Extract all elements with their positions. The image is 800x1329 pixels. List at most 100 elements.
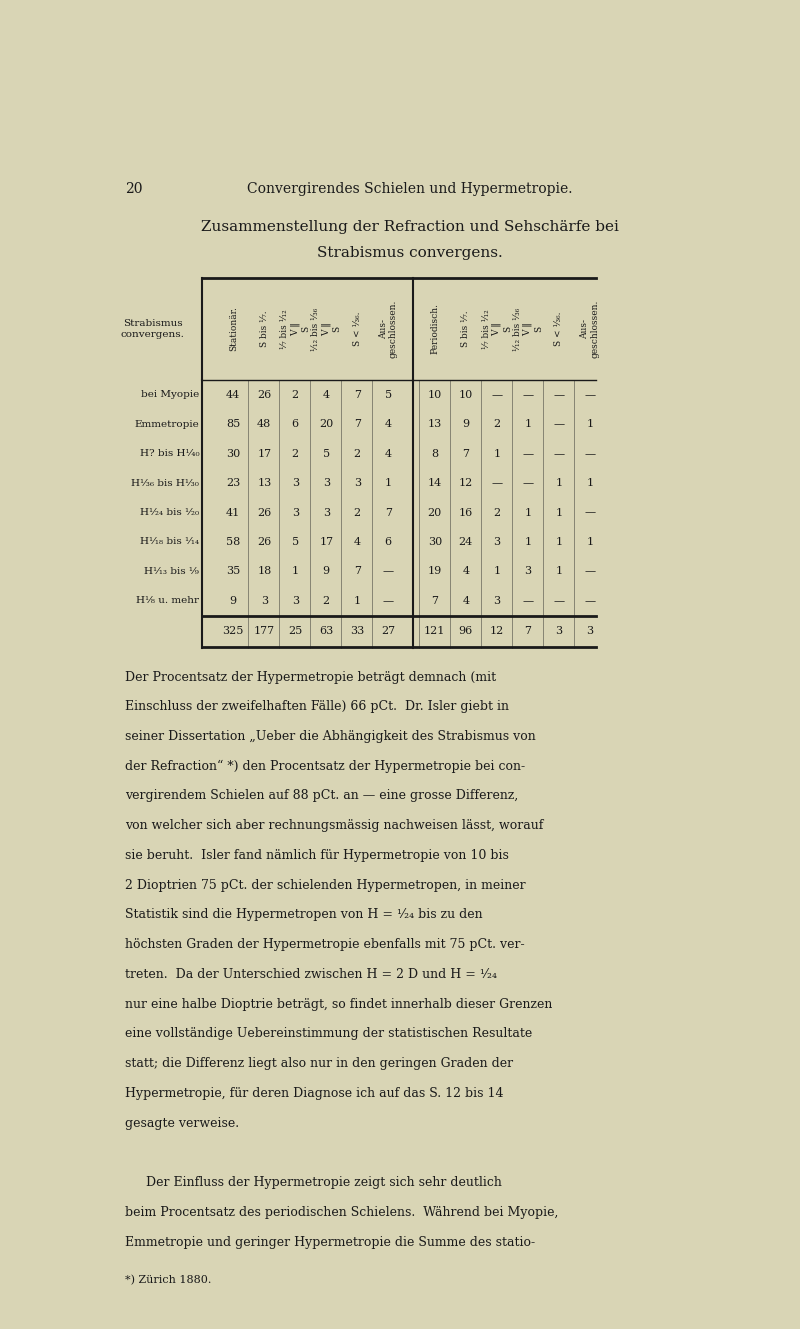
Text: 63: 63 <box>319 626 334 637</box>
Text: ¹⁄₁₂ bis ¹⁄₃₆
V ‖
S: ¹⁄₁₂ bis ¹⁄₃₆ V ‖ S <box>513 307 543 351</box>
Text: H¹⁄₁₈ bis ¹⁄₁₄: H¹⁄₁₈ bis ¹⁄₁₄ <box>140 537 199 546</box>
Text: 1: 1 <box>524 419 531 429</box>
Text: —: — <box>522 449 534 459</box>
Text: bei Myopie: bei Myopie <box>141 391 199 399</box>
Text: ¹⁄₇ bis ¹⁄₁₂
V ‖
S: ¹⁄₇ bis ¹⁄₁₂ V ‖ S <box>482 310 512 348</box>
Text: 1: 1 <box>385 478 392 488</box>
Text: 96: 96 <box>458 626 473 637</box>
Text: 5: 5 <box>322 449 330 459</box>
Text: 7: 7 <box>462 449 470 459</box>
Text: 26: 26 <box>257 537 271 548</box>
Text: der Refraction“ *) den Procentsatz der Hypermetropie bei con-: der Refraction“ *) den Procentsatz der H… <box>125 760 525 773</box>
Text: —: — <box>554 449 564 459</box>
Text: 1: 1 <box>524 537 531 548</box>
Text: 26: 26 <box>257 508 271 517</box>
Text: Convergirendes Schielen und Hypermetropie.: Convergirendes Schielen und Hypermetropi… <box>247 182 573 195</box>
Text: 3: 3 <box>354 478 361 488</box>
Text: S < ¹⁄₃₆.: S < ¹⁄₃₆. <box>554 312 563 347</box>
Text: 13: 13 <box>257 478 271 488</box>
Text: 4: 4 <box>462 566 470 577</box>
Text: Stationär.: Stationär. <box>229 307 238 351</box>
Text: —: — <box>522 595 534 606</box>
Text: 23: 23 <box>226 478 241 488</box>
Text: Einschluss der zweifelhaften Fälle) 66 pCt.  Dr. Isler giebt in: Einschluss der zweifelhaften Fälle) 66 p… <box>125 700 509 714</box>
Text: Statistik sind die Hypermetropen von H = ¹⁄₂₄ bis zu den: Statistik sind die Hypermetropen von H =… <box>125 909 482 921</box>
Text: 4: 4 <box>354 537 361 548</box>
Text: —: — <box>382 566 394 577</box>
Text: 10: 10 <box>458 389 473 400</box>
Text: H? bis H¹⁄₄₀: H? bis H¹⁄₄₀ <box>139 449 199 459</box>
Text: 58: 58 <box>226 537 241 548</box>
Text: 10: 10 <box>428 389 442 400</box>
Text: 2: 2 <box>292 389 299 400</box>
Text: 18: 18 <box>257 566 271 577</box>
Text: 6: 6 <box>292 419 299 429</box>
Text: Der Procentsatz der Hypermetropie beträgt demnach (mit: Der Procentsatz der Hypermetropie beträg… <box>125 671 496 683</box>
Text: 2: 2 <box>494 419 500 429</box>
Text: ¹⁄₁₂ bis ¹⁄₃₆
V ‖
S: ¹⁄₁₂ bis ¹⁄₃₆ V ‖ S <box>311 307 342 351</box>
Text: treten.  Da der Unterschied zwischen H = 2 D und H = ¹⁄₂₄: treten. Da der Unterschied zwischen H = … <box>125 968 497 981</box>
Text: —: — <box>554 595 564 606</box>
Text: 7: 7 <box>354 419 361 429</box>
Text: ¹⁄₇ bis ¹⁄₁₂
V ‖
S: ¹⁄₇ bis ¹⁄₁₂ V ‖ S <box>280 310 310 348</box>
Text: 2 Dioptrien 75 pCt. der schielenden Hypermetropen, in meiner: 2 Dioptrien 75 pCt. der schielenden Hype… <box>125 878 526 892</box>
Text: 3: 3 <box>322 508 330 517</box>
Text: 2: 2 <box>494 508 500 517</box>
Text: Zusammenstellung der Refraction und Sehschärfe bei: Zusammenstellung der Refraction und Sehs… <box>201 221 619 234</box>
Text: 24: 24 <box>458 537 473 548</box>
Text: 7: 7 <box>354 389 361 400</box>
Text: *) Zürich 1880.: *) Zürich 1880. <box>125 1275 211 1285</box>
Text: 17: 17 <box>258 449 271 459</box>
Text: Der Einfluss der Hypermetropie zeigt sich sehr deutlich: Der Einfluss der Hypermetropie zeigt sic… <box>146 1176 502 1189</box>
Text: 1: 1 <box>555 566 562 577</box>
Text: 27: 27 <box>382 626 395 637</box>
Text: 48: 48 <box>257 419 271 429</box>
Text: 4: 4 <box>322 389 330 400</box>
Text: —: — <box>584 595 595 606</box>
Text: 121: 121 <box>424 626 446 637</box>
Text: beim Procentsatz des periodischen Schielens.  Während bei Myopie,: beim Procentsatz des periodischen Schiel… <box>125 1205 558 1219</box>
Text: Strabismus convergens.: Strabismus convergens. <box>317 246 503 260</box>
Text: 3: 3 <box>322 478 330 488</box>
Text: S bis ¹⁄₇.: S bis ¹⁄₇. <box>260 311 269 347</box>
Text: nur eine halbe Dioptrie beträgt, so findet innerhalb dieser Grenzen: nur eine halbe Dioptrie beträgt, so find… <box>125 998 552 1010</box>
Text: 1: 1 <box>555 478 562 488</box>
Text: —: — <box>584 449 595 459</box>
Text: 1: 1 <box>555 508 562 517</box>
Text: —: — <box>491 389 502 400</box>
Text: 325: 325 <box>222 626 244 637</box>
Text: 3: 3 <box>555 626 562 637</box>
Text: H¹⁄₁₃ bis ¹⁄₉: H¹⁄₁₃ bis ¹⁄₉ <box>144 567 199 575</box>
Text: 1: 1 <box>586 537 594 548</box>
Text: 13: 13 <box>428 419 442 429</box>
Text: vergirendem Schielen auf 88 pCt. an — eine grosse Differenz,: vergirendem Schielen auf 88 pCt. an — ei… <box>125 789 518 803</box>
Text: gesagte verweise.: gesagte verweise. <box>125 1116 239 1130</box>
Text: 3: 3 <box>292 508 299 517</box>
Text: 7: 7 <box>431 595 438 606</box>
Text: —: — <box>382 595 394 606</box>
Text: —: — <box>554 419 564 429</box>
Text: 3: 3 <box>586 626 594 637</box>
Text: 20: 20 <box>125 182 142 195</box>
Text: 25: 25 <box>288 626 302 637</box>
Text: 177: 177 <box>254 626 275 637</box>
Text: 19: 19 <box>428 566 442 577</box>
Text: 30: 30 <box>226 449 241 459</box>
Text: 4: 4 <box>462 595 470 606</box>
Text: 1: 1 <box>524 508 531 517</box>
Text: seiner Dissertation „Ueber die Abhängigkeit des Strabismus von: seiner Dissertation „Ueber die Abhängigk… <box>125 730 535 743</box>
Text: 5: 5 <box>292 537 299 548</box>
Text: 12: 12 <box>490 626 504 637</box>
Text: S < ¹⁄₃₆.: S < ¹⁄₃₆. <box>353 312 362 347</box>
Text: von welcher sich aber rechnungsmässig nachweisen lässt, worauf: von welcher sich aber rechnungsmässig na… <box>125 819 543 832</box>
Text: H¹⁄₂₄ bis ¹⁄₂₀: H¹⁄₂₄ bis ¹⁄₂₀ <box>140 508 199 517</box>
Text: 41: 41 <box>226 508 241 517</box>
Text: statt; die Differenz liegt also nur in den geringen Graden der: statt; die Differenz liegt also nur in d… <box>125 1057 513 1070</box>
Text: Aus-
geschlossen.: Aus- geschlossen. <box>580 300 599 358</box>
Text: Emmetropie: Emmetropie <box>134 420 199 429</box>
Text: 3: 3 <box>261 595 268 606</box>
Text: 20: 20 <box>319 419 334 429</box>
Text: 20: 20 <box>428 508 442 517</box>
Text: 3: 3 <box>524 566 531 577</box>
Text: S bis ¹⁄₇.: S bis ¹⁄₇. <box>462 311 470 347</box>
